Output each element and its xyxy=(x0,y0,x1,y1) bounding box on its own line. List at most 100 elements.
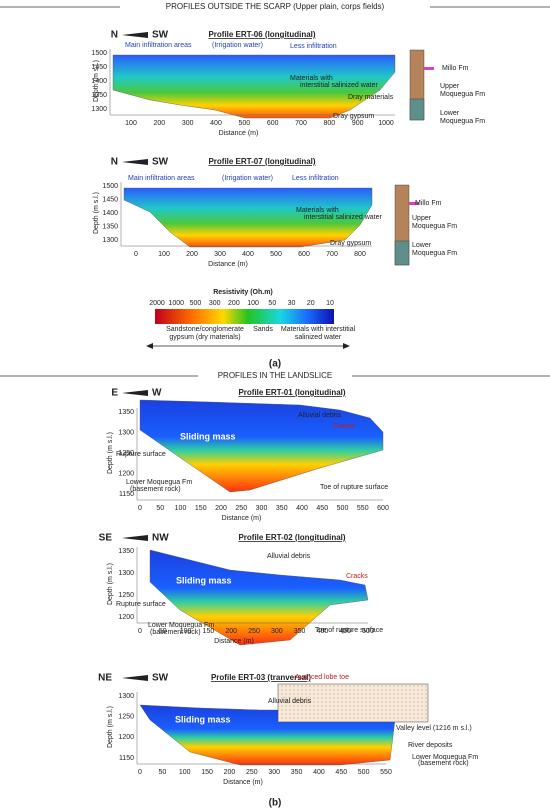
x-tick-label: 700 xyxy=(326,251,338,258)
x-tick-label: 0 xyxy=(138,628,142,635)
legend-tick: 30 xyxy=(288,300,296,307)
x-tick-label: 500 xyxy=(238,120,250,127)
annotation: Materials with xyxy=(290,75,333,82)
arrow-head xyxy=(343,343,350,349)
x-axis-label: Distance (m) xyxy=(219,130,259,137)
formation-label: Upper xyxy=(412,215,432,222)
x-axis-label: Distance (m) xyxy=(222,515,262,522)
legend-tick: 200 xyxy=(228,300,240,307)
annotation: Toe of rupture surface xyxy=(320,484,388,491)
x-tick-label: 300 xyxy=(182,120,194,127)
y-tick-label: 1200 xyxy=(118,614,134,621)
x-tick-label: 100 xyxy=(180,628,192,635)
orientation: NW xyxy=(152,533,169,544)
x-tick-label: 350 xyxy=(291,769,303,776)
annotation: Materials with xyxy=(296,207,339,214)
annotation: Sliding mass xyxy=(180,431,236,441)
y-tick-label: 1400 xyxy=(91,78,107,85)
strat-column xyxy=(409,98,425,121)
x-tick-label: 400 xyxy=(242,251,254,258)
orientation: W xyxy=(152,388,162,399)
legend-title: Resistivity (Oh.m) xyxy=(213,289,273,296)
formation-label: Millo Fm xyxy=(442,65,469,72)
legend-text: Sandstone/conglomerate xyxy=(166,326,244,333)
resistivity-section xyxy=(149,549,369,646)
millo-marker xyxy=(424,67,434,70)
formation-label: Lower xyxy=(412,242,432,249)
profile-title: Profile ERT-07 (longitudinal) xyxy=(208,157,315,166)
annotation: Main infiltration areas xyxy=(125,42,192,49)
annotation: Toe of rupture surface xyxy=(315,627,383,634)
legend-tick: 20 xyxy=(307,300,315,307)
panel-label: (a) xyxy=(269,359,281,370)
x-tick-label: 150 xyxy=(201,769,213,776)
x-axis-label: Distance (m) xyxy=(223,779,263,786)
y-tick-label: 1350 xyxy=(118,548,134,555)
y-tick-label: 1450 xyxy=(91,64,107,71)
legend-text: Materials with interstitial xyxy=(281,326,356,333)
x-tick-label: 800 xyxy=(323,120,335,127)
strat-column xyxy=(394,240,410,266)
legend-tick: 500 xyxy=(190,300,202,307)
y-tick-label: 1350 xyxy=(118,409,134,416)
y-tick-label: 1250 xyxy=(118,450,134,457)
y-tick-label: 1300 xyxy=(102,237,118,244)
y-tick-label: 1250 xyxy=(118,592,134,599)
x-tick-label: 1000 xyxy=(378,120,394,127)
color-bar xyxy=(155,309,334,324)
orientation-arrow xyxy=(122,32,148,38)
annotation: (basement rock) xyxy=(130,486,181,493)
x-tick-label: 250 xyxy=(235,505,247,512)
x-tick-label: 0 xyxy=(138,769,142,776)
orientation-arrow xyxy=(122,675,148,681)
x-axis-label: Distance (m) xyxy=(214,638,254,645)
legend-tick: 1000 xyxy=(168,300,184,307)
x-tick-label: 0 xyxy=(134,251,138,258)
legend-tick: 10 xyxy=(326,300,334,307)
legend-text: salinized water xyxy=(295,334,342,341)
annotation: Alluvial debris xyxy=(298,412,342,419)
annotation: Valley level (1216 m s.l.) xyxy=(396,725,472,732)
orientation: E xyxy=(111,388,118,399)
orientation-arrow xyxy=(122,535,148,541)
resistivity-section xyxy=(123,187,373,248)
x-tick-label: 100 xyxy=(158,251,170,258)
panel-label: (b) xyxy=(269,798,282,809)
y-tick-label: 1350 xyxy=(102,223,118,230)
annotation: Lower Moquegua Fm xyxy=(126,479,192,486)
y-tick-label: 1300 xyxy=(118,693,134,700)
orientation: N xyxy=(111,30,118,41)
x-tick-label: 250 xyxy=(248,628,260,635)
x-tick-label: 200 xyxy=(225,628,237,635)
x-tick-label: 450 xyxy=(316,505,328,512)
formation-label: Lower xyxy=(440,110,460,117)
orientation: SW xyxy=(152,673,169,684)
x-tick-label: 400 xyxy=(317,628,329,635)
orientation: SW xyxy=(152,157,169,168)
orientation: N xyxy=(111,157,118,168)
annotation: Cracks xyxy=(346,573,368,580)
x-tick-label: 250 xyxy=(246,769,258,776)
profile-title: Profile ERT-03 (tranversal) xyxy=(211,673,311,682)
millo-marker xyxy=(409,202,419,205)
x-tick-label: 0 xyxy=(138,505,142,512)
orientation: SW xyxy=(152,30,169,41)
annotation: Less infiltration xyxy=(290,43,337,50)
y-tick-label: 1450 xyxy=(102,196,118,203)
x-tick-label: 200 xyxy=(224,769,236,776)
y-tick-label: 1500 xyxy=(102,183,118,190)
y-tick-label: 1400 xyxy=(102,210,118,217)
profile-title: Profile ERT-06 (longitudinal) xyxy=(208,30,315,39)
x-tick-label: 600 xyxy=(377,505,389,512)
y-tick-label: 1500 xyxy=(91,50,107,57)
formation-label: Moquegua Fm xyxy=(440,118,485,125)
x-tick-label: 100 xyxy=(179,769,191,776)
orientation-arrow xyxy=(122,159,148,165)
x-tick-label: 400 xyxy=(210,120,222,127)
annotation: (basement rock) xyxy=(150,629,201,636)
annotation: (basement rock) xyxy=(418,760,469,767)
x-axis-label: Distance (m) xyxy=(208,261,248,268)
y-tick-label: 1250 xyxy=(118,714,134,721)
x-tick-label: 500 xyxy=(358,769,370,776)
annotation: Avanced lobe toe xyxy=(295,674,349,681)
